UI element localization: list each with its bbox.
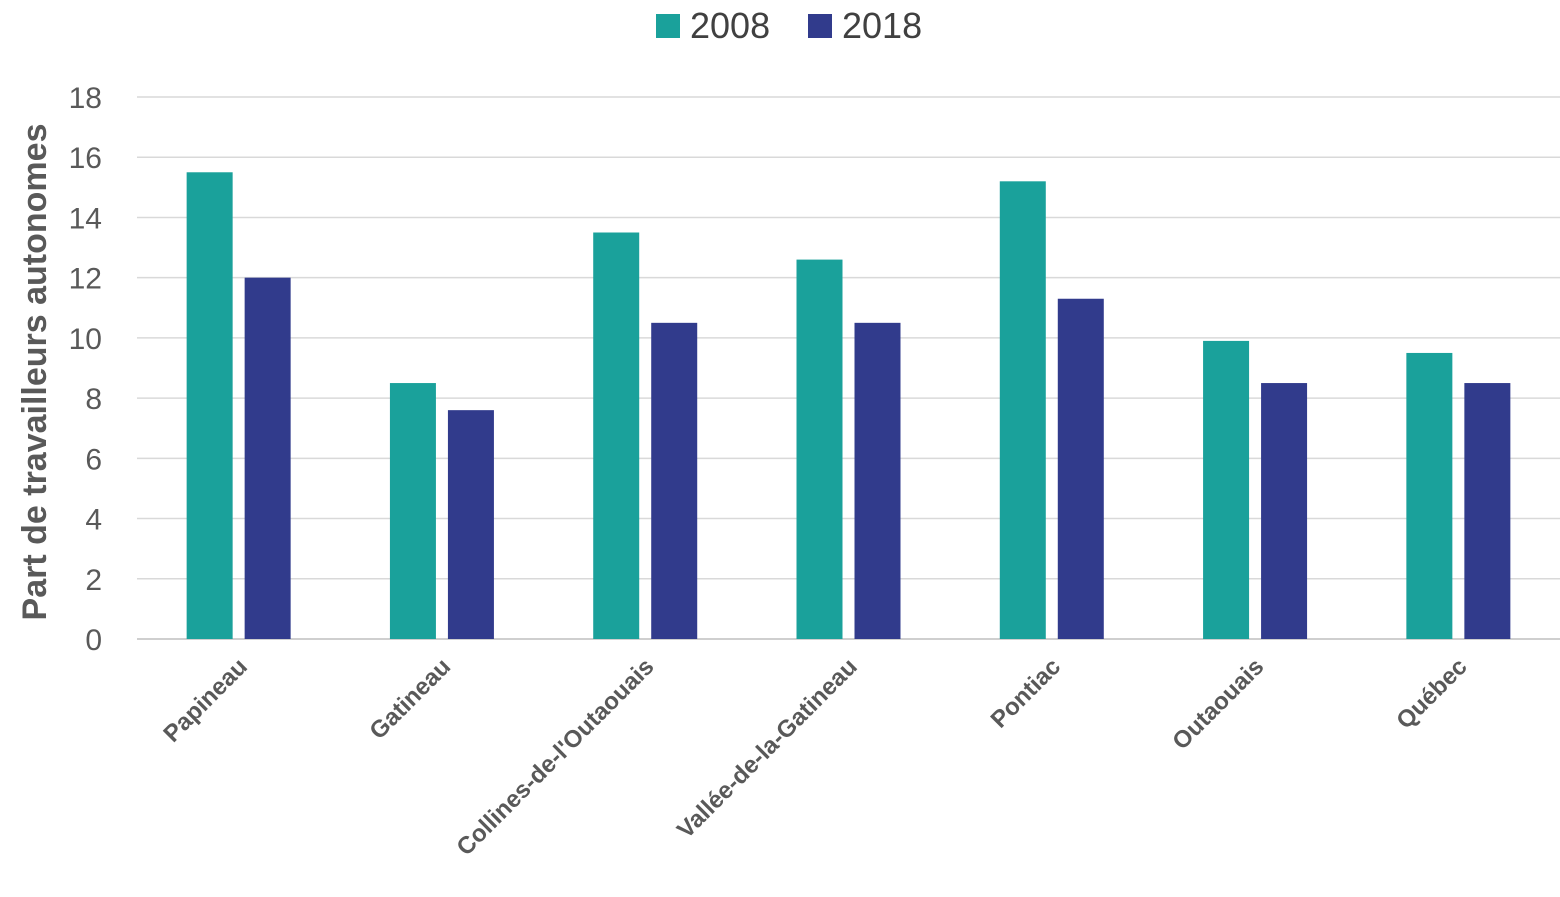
x-tick-label: Outaouais (1167, 653, 1269, 755)
y-tick-label: 0 (85, 624, 102, 657)
y-axis-title: Part de travailleurs autonomes (16, 124, 54, 621)
x-tick-label: Gatineau (364, 653, 456, 745)
x-tick-label: Pontiac (986, 653, 1066, 733)
y-tick-label: 4 (85, 504, 102, 537)
y-tick-label: 10 (69, 323, 102, 356)
x-tick-label: Vallée-de-la-Gatineau (672, 653, 863, 844)
bar-2018-5 (1261, 383, 1308, 639)
bar-2018-1 (447, 410, 494, 639)
x-tick-label: Collines-de-l'Outaouais (452, 653, 660, 861)
gridlines (137, 96, 1560, 640)
bar-2008-6 (1406, 352, 1453, 639)
y-tick-label: 18 (69, 82, 102, 115)
x-tick-label: Papineau (158, 653, 253, 748)
y-tick-label: 6 (85, 443, 102, 476)
legend-swatch-2018 (808, 14, 832, 38)
bar-2008-1 (389, 383, 436, 639)
bar-2008-3 (796, 259, 843, 639)
legend-swatch-2008 (656, 14, 680, 38)
y-tick-label: 8 (85, 383, 102, 416)
legend-label-2008: 2008 (690, 5, 770, 46)
x-tick-label: Québec (1391, 653, 1472, 734)
bar-2018-6 (1464, 383, 1511, 639)
legend: 2008 2018 (656, 5, 922, 46)
bars (186, 172, 1511, 640)
bar-2018-3 (854, 322, 901, 639)
bar-2018-2 (651, 322, 698, 639)
y-axis: 0 2 4 6 8 10 12 14 16 18 (69, 82, 102, 657)
bar-2008-0 (186, 172, 233, 639)
bar-2018-4 (1057, 298, 1104, 639)
y-tick-label: 2 (85, 564, 102, 597)
y-tick-label: 14 (69, 202, 102, 235)
y-tick-label: 12 (69, 263, 102, 296)
bar-2008-2 (593, 232, 640, 639)
bar-2008-5 (1203, 340, 1250, 639)
y-tick-label: 16 (69, 142, 102, 175)
bar-2008-4 (999, 181, 1046, 640)
bar-2018-0 (244, 277, 291, 639)
legend-label-2018: 2018 (842, 5, 922, 46)
